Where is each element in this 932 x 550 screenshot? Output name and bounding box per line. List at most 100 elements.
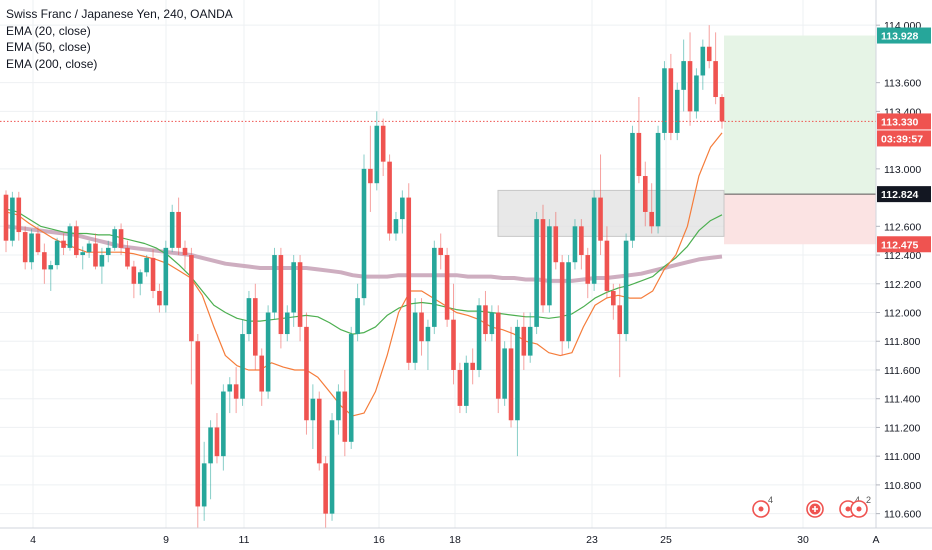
candle[interactable] bbox=[74, 220, 79, 258]
candle[interactable] bbox=[22, 226, 28, 270]
candle[interactable] bbox=[253, 283, 258, 370]
candle[interactable] bbox=[406, 183, 412, 370]
candle[interactable] bbox=[99, 247, 105, 284]
candle[interactable] bbox=[374, 111, 380, 191]
candle[interactable] bbox=[451, 283, 456, 385]
candle[interactable] bbox=[182, 240, 188, 270]
candle[interactable] bbox=[35, 226, 41, 256]
candle[interactable] bbox=[16, 191, 22, 241]
legend-ema50[interactable]: EMA (50, close) bbox=[6, 40, 91, 54]
candle[interactable] bbox=[617, 283, 623, 378]
candle[interactable] bbox=[163, 240, 169, 313]
economic-event-icon-c[interactable]: 2 bbox=[850, 495, 871, 518]
candle[interactable] bbox=[495, 305, 501, 414]
candle[interactable] bbox=[604, 226, 610, 299]
candle[interactable] bbox=[208, 420, 213, 500]
candle[interactable] bbox=[137, 269, 143, 296]
candle[interactable] bbox=[515, 319, 520, 457]
economic-event-icon-plus[interactable] bbox=[806, 500, 824, 518]
candle[interactable] bbox=[642, 161, 648, 227]
candle[interactable] bbox=[694, 68, 699, 119]
candle[interactable] bbox=[387, 154, 392, 241]
candle[interactable] bbox=[48, 260, 54, 291]
candle[interactable] bbox=[668, 53, 674, 141]
candle[interactable] bbox=[80, 246, 86, 270]
candle[interactable] bbox=[623, 233, 629, 342]
candle[interactable] bbox=[150, 249, 156, 299]
candle[interactable] bbox=[284, 305, 290, 342]
candle[interactable] bbox=[630, 125, 635, 248]
candle[interactable] bbox=[329, 413, 335, 521]
candle[interactable] bbox=[342, 369, 348, 457]
candle[interactable] bbox=[655, 125, 661, 234]
candle[interactable] bbox=[432, 240, 437, 335]
candle[interactable] bbox=[304, 312, 309, 435]
candle[interactable] bbox=[176, 197, 181, 256]
candle[interactable] bbox=[489, 305, 495, 342]
candle[interactable] bbox=[649, 183, 654, 234]
candle[interactable] bbox=[527, 312, 533, 363]
candle[interactable] bbox=[579, 219, 584, 270]
candle[interactable] bbox=[572, 219, 578, 270]
legend-ema200[interactable]: EMA (200, close) bbox=[6, 56, 98, 71]
candle[interactable] bbox=[291, 255, 296, 327]
auto-scale-button[interactable]: A bbox=[872, 534, 879, 546]
candle[interactable] bbox=[425, 319, 431, 370]
economic-event-icon-a[interactable]: 4 bbox=[752, 495, 773, 518]
candle[interactable] bbox=[674, 82, 680, 141]
candle[interactable] bbox=[86, 240, 92, 258]
candle[interactable] bbox=[368, 125, 373, 212]
candle[interactable] bbox=[706, 25, 712, 69]
candle[interactable] bbox=[214, 413, 220, 464]
candle[interactable] bbox=[54, 237, 60, 270]
legend-ema20[interactable]: EMA (20, close) bbox=[6, 23, 91, 38]
candle[interactable] bbox=[470, 348, 475, 385]
candle[interactable] bbox=[61, 233, 66, 256]
candle[interactable] bbox=[412, 298, 418, 370]
candle[interactable] bbox=[125, 240, 130, 270]
candle[interactable] bbox=[105, 240, 111, 263]
candle[interactable] bbox=[246, 290, 252, 342]
candle[interactable] bbox=[534, 211, 539, 335]
candle[interactable] bbox=[233, 367, 239, 414]
candle[interactable] bbox=[157, 283, 162, 313]
candle[interactable] bbox=[67, 223, 73, 251]
candle[interactable] bbox=[93, 233, 98, 270]
candle[interactable] bbox=[42, 243, 47, 284]
candle[interactable] bbox=[112, 226, 117, 251]
candle[interactable] bbox=[598, 154, 603, 256]
candle[interactable] bbox=[10, 191, 15, 247]
candle[interactable] bbox=[355, 283, 360, 342]
candle[interactable] bbox=[240, 319, 245, 406]
candle[interactable] bbox=[361, 154, 367, 306]
candle[interactable] bbox=[201, 441, 207, 521]
candle[interactable] bbox=[719, 94, 725, 129]
candle[interactable] bbox=[336, 384, 341, 435]
candle[interactable] bbox=[265, 305, 271, 399]
candle[interactable] bbox=[131, 260, 137, 299]
candle[interactable] bbox=[393, 211, 399, 241]
candle[interactable] bbox=[547, 219, 552, 313]
candle[interactable] bbox=[636, 97, 642, 184]
candle[interactable] bbox=[681, 39, 686, 112]
candle[interactable] bbox=[457, 362, 463, 414]
candle[interactable] bbox=[585, 247, 591, 299]
candle[interactable] bbox=[227, 377, 233, 414]
candle[interactable] bbox=[316, 391, 322, 471]
candle[interactable] bbox=[118, 223, 124, 256]
candle[interactable] bbox=[502, 341, 507, 406]
candle[interactable] bbox=[591, 190, 597, 291]
candle[interactable] bbox=[476, 298, 482, 378]
candle[interactable] bbox=[444, 247, 450, 327]
candle[interactable] bbox=[483, 290, 488, 342]
candle[interactable] bbox=[540, 204, 546, 313]
candle[interactable] bbox=[144, 255, 149, 277]
candle[interactable] bbox=[221, 384, 226, 471]
candle[interactable] bbox=[297, 255, 303, 342]
candle[interactable] bbox=[611, 283, 616, 320]
candle[interactable] bbox=[323, 456, 328, 528]
candle[interactable] bbox=[419, 298, 424, 356]
candle[interactable] bbox=[348, 326, 354, 449]
candle[interactable] bbox=[662, 61, 667, 141]
